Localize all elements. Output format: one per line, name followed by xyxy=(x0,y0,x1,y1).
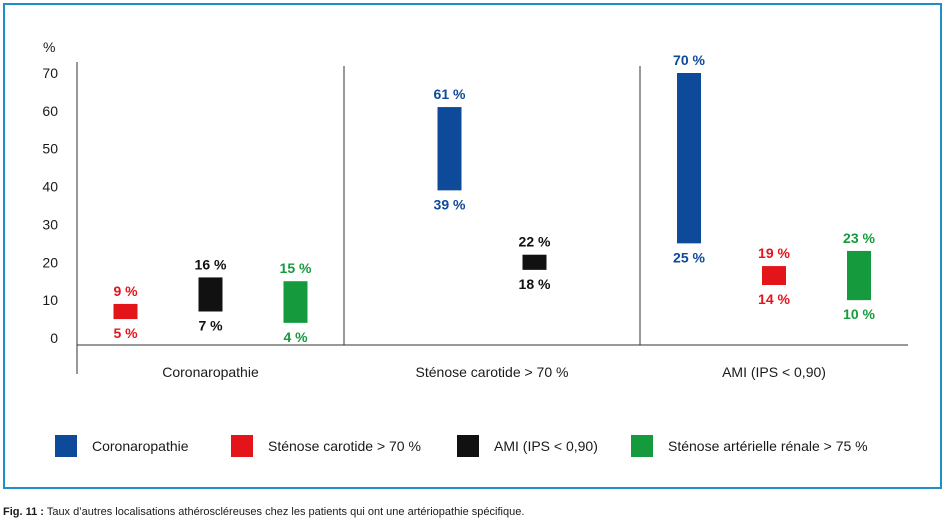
data-label-high: 9 % xyxy=(113,283,138,299)
chart: % 0 10 20 30 40 50 60 70 Coronaropathie 9 % 5 % 16 %… xyxy=(42,39,908,457)
legend-label: Sténose artérielle rénale > 75 % xyxy=(668,438,868,454)
data-label-low: 18 % xyxy=(519,276,551,292)
data-label-low: 7 % xyxy=(198,318,223,334)
data-label-high: 15 % xyxy=(280,260,312,276)
data-label-high: 22 % xyxy=(519,234,551,250)
data-label-low: 4 % xyxy=(283,329,308,345)
range-bar xyxy=(522,254,547,270)
legend-swatch xyxy=(55,435,77,457)
range-bar xyxy=(437,107,462,191)
y-tick-label: 20 xyxy=(42,254,58,270)
y-unit-label: % xyxy=(43,39,55,55)
data-label-low: 39 % xyxy=(434,196,466,212)
caption-prefix: Fig. 11 : xyxy=(3,506,44,518)
data-label-high: 19 % xyxy=(758,245,790,261)
y-tick-label: 40 xyxy=(42,179,58,195)
data-label-low: 14 % xyxy=(758,291,790,307)
data-label-low: 25 % xyxy=(673,249,705,265)
range-bar xyxy=(677,73,701,244)
legend-swatch xyxy=(631,435,653,457)
range-bar xyxy=(283,281,308,323)
x-category-label: Coronaropathie xyxy=(162,364,259,380)
range-bar xyxy=(847,250,871,301)
range-bar xyxy=(113,303,138,320)
data-label-high: 61 % xyxy=(434,86,466,102)
legend-swatch xyxy=(231,435,253,457)
range-bar xyxy=(762,266,786,285)
y-tick-label: 70 xyxy=(42,65,58,81)
y-tick-label: 60 xyxy=(42,103,58,119)
x-category-label: Sténose carotide > 70 % xyxy=(416,364,569,380)
figure-caption: Fig. 11 : Taux d’autres localisations at… xyxy=(3,506,524,518)
y-tick-label: 30 xyxy=(42,216,58,232)
y-tick-label: 10 xyxy=(42,292,58,308)
y-tick-label: 50 xyxy=(42,141,58,157)
legend-label: Sténose carotide > 70 % xyxy=(268,438,421,454)
data-label-low: 5 % xyxy=(113,325,138,341)
x-category-label: AMI (IPS < 0,90) xyxy=(722,364,826,380)
y-tick-label: 0 xyxy=(50,330,58,346)
range-bar xyxy=(198,277,223,312)
legend-label: Coronaropathie xyxy=(92,438,189,454)
data-label-high: 16 % xyxy=(195,256,227,272)
data-label-low: 10 % xyxy=(843,306,875,322)
caption-text: Taux d’autres localisations athérosclére… xyxy=(43,506,525,518)
figure-frame xyxy=(3,3,942,489)
legend-label: AMI (IPS < 0,90) xyxy=(494,438,598,454)
data-label-high: 70 % xyxy=(673,52,705,68)
data-label-high: 23 % xyxy=(843,230,875,246)
legend-swatch xyxy=(457,435,479,457)
